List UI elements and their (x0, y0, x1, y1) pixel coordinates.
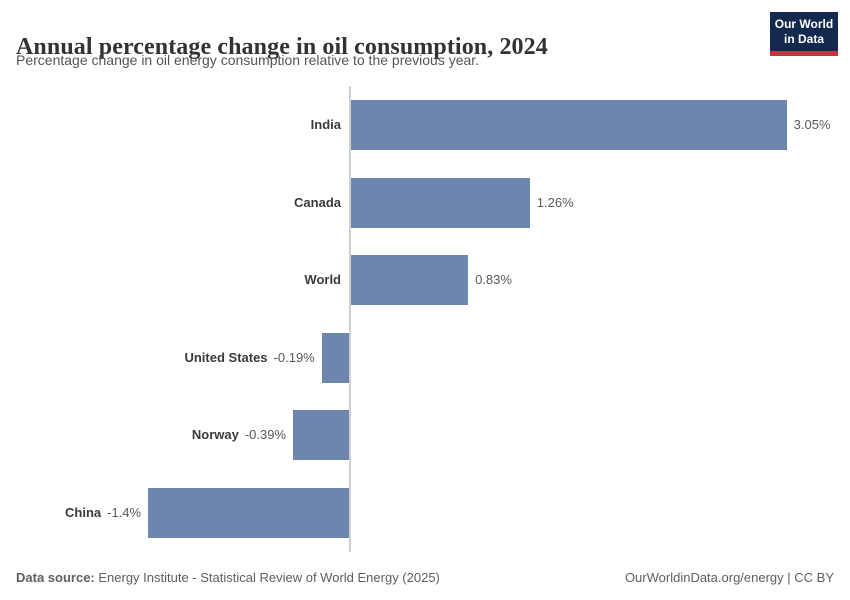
bar-row: Canada 1.26% (0, 177, 850, 228)
bar-row: World 0.83% (0, 255, 850, 306)
owid-logo-line1: Our World (774, 17, 834, 31)
bar-category-label: World (304, 272, 341, 288)
data-source-label: Data source: (16, 570, 95, 585)
owid-logo-line2: in Data (783, 32, 824, 46)
chart-area: India 3.05% Canada 1.26% World 0.83% United St… (0, 86, 850, 552)
bar-value-label: -0.19% (273, 349, 315, 365)
bar[interactable] (293, 410, 349, 461)
bar-category-label: Norway (191, 427, 239, 443)
bar[interactable] (148, 488, 349, 538)
bar-value-label: 3.05% (793, 117, 831, 132)
footer-attribution-link[interactable]: OurWorldinData.org/energy | CC BY (624, 570, 834, 585)
bar-row: India 3.05% (0, 100, 850, 150)
bar[interactable] (321, 332, 349, 383)
bar-category-label: China (65, 505, 102, 520)
bar-labels-group: United States -0.19% (184, 333, 314, 383)
data-source-text: Energy Institute - Statistical Review of… (94, 570, 440, 585)
bar-labels-group: China -1.4% (65, 488, 141, 538)
chart-footer: Data source: Energy Institute - Statisti… (16, 570, 834, 585)
owid-logo[interactable]: Our World in Data (770, 12, 838, 56)
bar[interactable] (349, 177, 530, 228)
chart-subtitle: Percentage change in oil energy consumpt… (16, 52, 480, 68)
bar-row: United States -0.19% (0, 332, 850, 383)
zero-axis-line (349, 86, 351, 552)
bar-category-label: India (310, 117, 341, 132)
bar-labels-group: Norway -0.39% (192, 410, 286, 460)
bar[interactable] (349, 255, 469, 306)
bar-category-label: United States (184, 349, 268, 365)
bar-value-label: -1.4% (107, 505, 142, 520)
bar-row: Norway -0.39% (0, 410, 850, 461)
bar-category-label: Canada (294, 194, 341, 210)
page-title: Annual percentage change in oil consumpt… (16, 34, 548, 61)
data-source: Data source: Energy Institute - Statisti… (16, 570, 440, 585)
bar[interactable] (349, 100, 787, 150)
bar-value-label: 1.26% (536, 194, 574, 210)
bar-value-label: -0.39% (244, 427, 287, 443)
bar-row: China -1.4% (0, 488, 850, 538)
bar-value-label: 0.83% (475, 272, 512, 288)
